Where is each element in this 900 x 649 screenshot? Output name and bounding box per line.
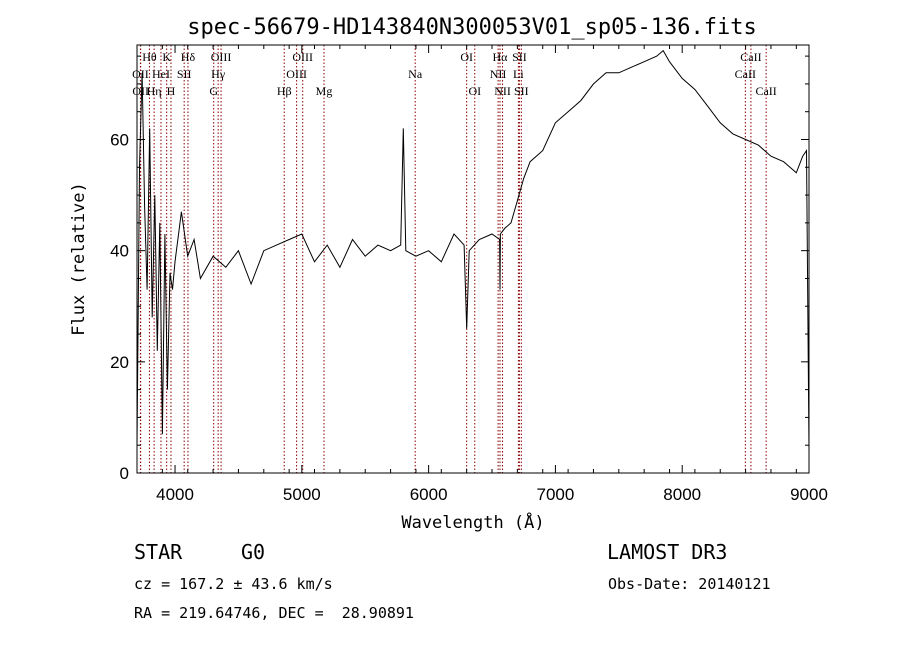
flux-series-line <box>136 49 810 451</box>
spectral-line-label: OIII <box>211 50 232 64</box>
spectral-line-label: Na <box>408 67 423 81</box>
spectral-line-label: Hα <box>493 50 509 64</box>
chart-title: spec-56679-HD143840N300053V01_sp05-136.f… <box>187 15 757 40</box>
spectral-line-markers <box>139 45 767 473</box>
spectral-line-label: HeI <box>152 67 170 81</box>
sky-coordinates: RA = 219.64746, DEC = 28.90891 <box>134 604 414 622</box>
x-tick-label: 8000 <box>663 485 701 504</box>
plot-frame <box>136 44 810 474</box>
spectral-line-label: Hη <box>147 84 162 98</box>
spectral-line-label: Mg <box>316 84 333 98</box>
x-tick-label: 9000 <box>790 485 828 504</box>
spectral-line-label: CaII <box>755 84 776 98</box>
x-tick-label: 4000 <box>156 485 194 504</box>
y-tick-label: 20 <box>110 353 129 372</box>
x-tick-label: 6000 <box>410 485 448 504</box>
spectral-line-label: Hδ <box>181 50 196 64</box>
spectral-line-label: K <box>162 50 171 64</box>
y-axis-label: Flux (relative) <box>69 182 89 336</box>
y-tick-label: 40 <box>110 242 129 261</box>
spectral-line-label: NII <box>490 67 507 81</box>
spectral-line-label: Hγ <box>211 67 226 81</box>
x-tick-label: 7000 <box>537 485 575 504</box>
spectral-line-label: OII <box>132 67 149 81</box>
spectral-line-label: SII <box>514 84 529 98</box>
x-axis-ticks: 4000 5000 6000 7000 8000 9000 <box>136 45 828 504</box>
x-axis-label: Wavelength (Å) <box>401 511 544 533</box>
object-subclass: G0 <box>241 540 266 564</box>
survey-name: LAMOST DR3 <box>607 540 728 564</box>
y-axis-ticks: 0 20 40 60 <box>110 55 809 483</box>
y-tick-label: 60 <box>110 130 129 149</box>
x-tick-label: 5000 <box>283 485 321 504</box>
spectral-line-label: Hβ <box>277 84 292 98</box>
spectral-line-label: NII <box>494 84 511 98</box>
redshift-velocity: cz = 167.2 ± 43.6 km/s <box>134 575 333 593</box>
spectral-line-label: SII <box>177 67 192 81</box>
spectral-line-label: OIII <box>286 67 307 81</box>
spectral-line-label: Hθ <box>142 50 157 64</box>
y-tick-label: 0 <box>120 464 129 483</box>
spectral-line-label: OI <box>460 50 473 64</box>
spectral-line-labels: OIIOIIHθHηHeIKHSIIHδGHγOIIIHβOIIIOIIIMgN… <box>132 50 777 98</box>
spectral-line-label: CaII <box>740 50 761 64</box>
spectral-line-label: G <box>209 84 218 98</box>
spectral-line-label: SII <box>512 50 527 64</box>
object-class: STAR <box>134 540 183 564</box>
spectral-line-label: H <box>167 84 176 98</box>
spectral-line-label: CaII <box>735 67 756 81</box>
observation-date: Obs-Date: 20140121 <box>608 575 771 593</box>
spectral-line-label: Li <box>513 67 524 81</box>
spectral-line-label: OIII <box>292 50 313 64</box>
spectral-line-label: OI <box>468 84 481 98</box>
